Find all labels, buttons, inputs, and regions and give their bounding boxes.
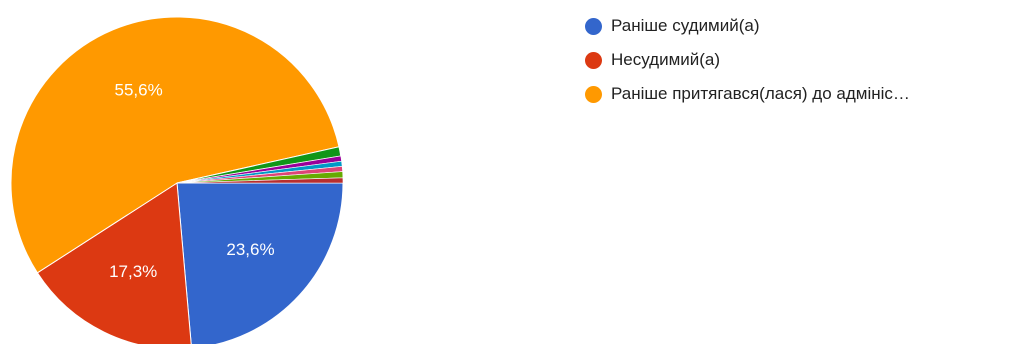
- legend-item[interactable]: Раніше притягався(лася) до адмініс…: [585, 77, 910, 111]
- legend-swatch-icon: [585, 51, 602, 69]
- pie-slice[interactable]: [176, 177, 344, 184]
- legend-item[interactable]: Несудимий(а): [585, 43, 910, 77]
- legend-swatch-icon: [585, 17, 602, 35]
- chart-legend: Раніше судимий(а) Несудимий(а) Раніше пр…: [585, 9, 910, 111]
- slice-data-label: 55,6%: [114, 81, 162, 100]
- slice-data-label: 23,6%: [226, 240, 274, 259]
- legend-label: Несудимий(а): [611, 50, 721, 69]
- pie-data-labels: 23,6% 17,3% 55,6%: [109, 81, 275, 281]
- legend-label: Раніше притягався(лася) до адмініс…: [611, 84, 910, 103]
- legend-item[interactable]: Раніше судимий(а): [585, 9, 910, 43]
- pie-slice[interactable]: [36, 182, 192, 344]
- legend-swatch-icon: [585, 85, 602, 103]
- slice-data-label: 17,3%: [109, 262, 157, 281]
- pie-slice[interactable]: [10, 16, 340, 274]
- pie-slices: [10, 16, 344, 344]
- pie-slice[interactable]: [176, 182, 344, 344]
- legend-label: Раніше судимий(а): [611, 16, 760, 35]
